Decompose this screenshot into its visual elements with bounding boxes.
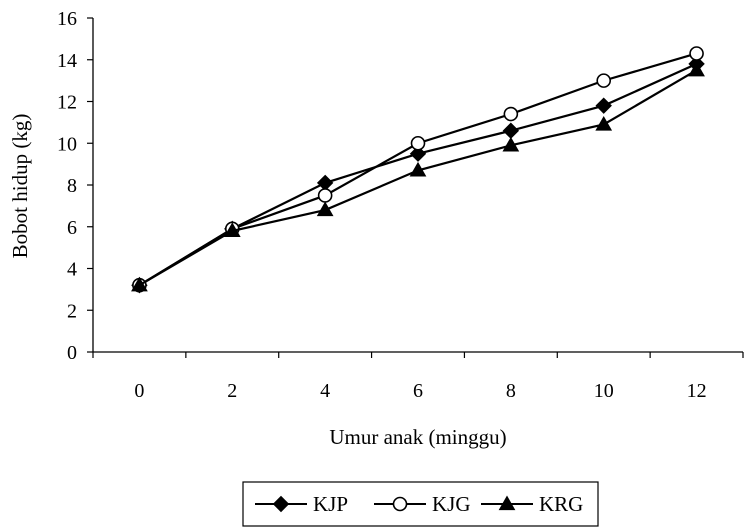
legend-item-kjp: KJP <box>255 492 348 516</box>
x-tick-label: 12 <box>687 380 707 402</box>
legend-marker <box>392 496 408 512</box>
data-point-kjg <box>410 135 426 151</box>
y-tick-label: 6 <box>67 217 77 239</box>
y-tick-label: 4 <box>67 259 77 281</box>
x-tick-label: 4 <box>320 380 330 402</box>
legend-marker <box>272 495 290 513</box>
x-tick-label: 6 <box>413 380 423 402</box>
x-axis-ticks: 0 2 4 6 8 10 12 <box>92 352 744 402</box>
data-point-kjp <box>502 122 520 139</box>
x-tick-label: 8 <box>506 380 516 402</box>
data-point-kjg <box>596 73 612 88</box>
data-point-krg <box>502 136 520 152</box>
x-tick-label: 10 <box>594 380 614 402</box>
data-point-krg <box>688 61 705 77</box>
x-tick-label: 2 <box>227 380 237 402</box>
data-point-krg <box>409 161 427 177</box>
y-axis-ticks: 0 2 4 6 8 10 12 14 16 <box>57 8 93 364</box>
data-point-kjp <box>595 97 612 114</box>
y-tick-label: 16 <box>57 8 77 30</box>
y-tick-label: 10 <box>57 133 77 155</box>
legend-label: KJG <box>432 492 471 516</box>
data-point-krg <box>131 276 148 292</box>
y-tick-label: 12 <box>57 92 77 114</box>
legend: KJP KJG KRG <box>242 481 599 527</box>
y-axis-title: Bobot hidup (kg) <box>8 114 32 259</box>
y-tick-label: 2 <box>67 300 77 322</box>
data-point-kjp <box>409 145 427 162</box>
legend-item-krg: KRG <box>481 492 583 516</box>
series-krg <box>131 61 705 292</box>
y-tick-label: 8 <box>67 175 77 197</box>
legend-marker <box>498 495 516 511</box>
y-tick-label: 0 <box>67 342 77 364</box>
data-point-kjg <box>689 46 704 61</box>
legend-label: KRG <box>539 492 583 516</box>
legend-label: KJP <box>313 492 348 516</box>
data-point-krg <box>223 222 241 238</box>
data-point-krg <box>316 201 334 217</box>
x-axis-title: Umur anak (minggu) <box>329 425 506 449</box>
data-point-kjg <box>503 106 519 122</box>
y-tick-label: 14 <box>57 50 77 72</box>
legend-item-kjg: KJG <box>374 492 471 516</box>
plot-area <box>131 46 705 294</box>
x-tick-label: 0 <box>134 380 144 402</box>
data-point-kjg <box>317 188 333 203</box>
data-point-krg <box>595 115 613 131</box>
